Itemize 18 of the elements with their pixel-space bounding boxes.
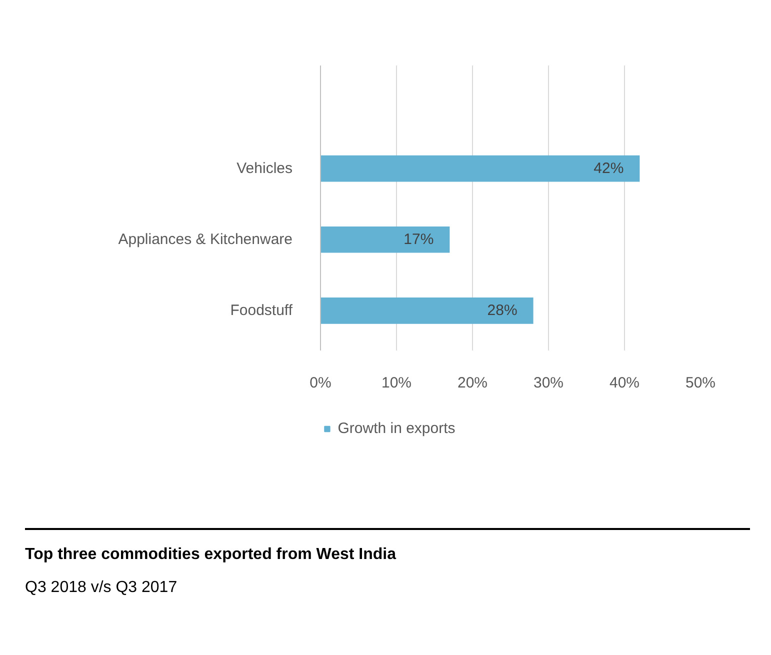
x-tick-label: 50% xyxy=(685,374,716,392)
bar xyxy=(320,298,534,324)
y-tick-label: Foodstuff xyxy=(230,302,294,320)
x-tick-label: 30% xyxy=(533,374,564,392)
x-tick-label: 20% xyxy=(457,374,488,392)
x-tick-label: 40% xyxy=(609,374,640,392)
text: 17% xyxy=(404,231,434,248)
y-tick-label: Appliances & Kitchenware xyxy=(118,231,292,248)
legend-label: Growth in exports xyxy=(338,420,456,437)
x-tick-label: 0% xyxy=(310,374,332,392)
text: 42% xyxy=(594,160,624,178)
y-tick-label: Vehicles xyxy=(236,160,293,178)
bar xyxy=(320,155,640,182)
text: Q3 2018 v/s Q3 2017 xyxy=(25,578,178,598)
text: Top three commodities exported from West India xyxy=(25,545,396,565)
x-tick-label: 10% xyxy=(381,374,412,392)
text: 28% xyxy=(487,302,518,320)
bar xyxy=(320,226,450,253)
